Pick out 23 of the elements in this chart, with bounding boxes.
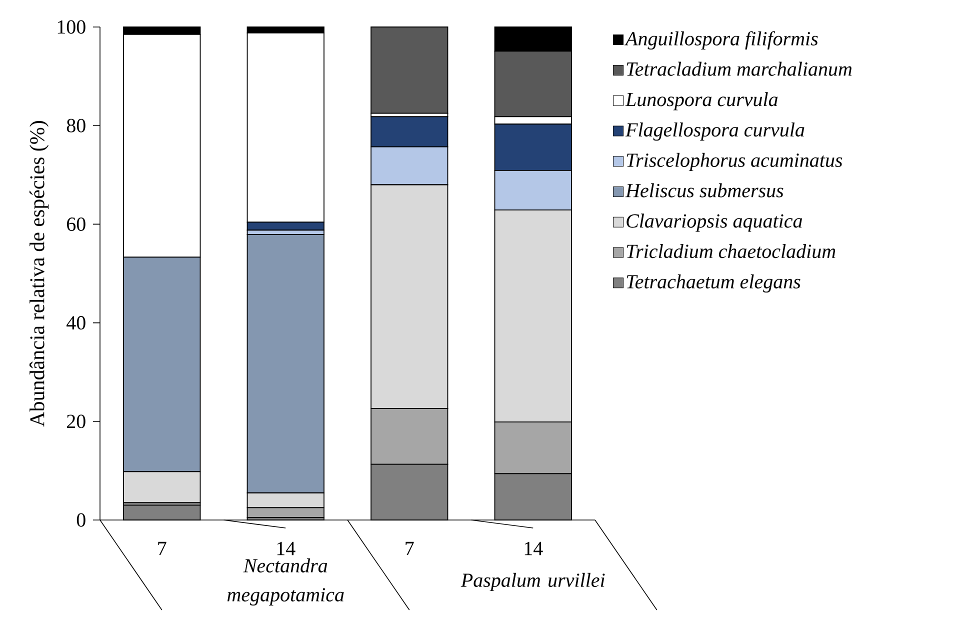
legend-label: Clavariopsis aquatica — [626, 214, 802, 232]
legend-label: Flagellospora curvula — [625, 122, 804, 141]
x-tick-label: 7 — [158, 542, 166, 555]
legend-label: Lunospora curvula — [625, 92, 778, 110]
y-tick-label: 60 — [67, 217, 86, 231]
y-tick-label: 40 — [66, 316, 86, 330]
x-tick-label: 14 — [524, 542, 543, 556]
legend-label: Triscelophorus acuminatus — [626, 152, 842, 172]
text: Paspalum urvillei — [460, 572, 605, 592]
y-tick-label: 80 — [66, 118, 86, 132]
y-tick-label: 100 — [58, 20, 86, 34]
y-tick-label: 0 — [76, 513, 86, 527]
legend-label: Heliscus submersus — [625, 183, 784, 198]
legend-label: Tetracladium marchalianum — [626, 62, 852, 76]
y-tick-label: 20 — [67, 414, 86, 428]
legend-label: Tricladium chaetocladium — [626, 244, 836, 258]
x-tick-label: 14 — [277, 542, 296, 556]
bar — [370, 26, 448, 114]
y-axis-title: Abundância relativa de espécies (%) — [30, 121, 49, 427]
x-tick-label: 7 — [406, 542, 414, 555]
text: Nectandra megapotamica — [227, 558, 344, 606]
legend-label: Anguillospora filiformis — [624, 31, 818, 50]
legend-label: Tetrachaetum elegans — [626, 274, 800, 293]
